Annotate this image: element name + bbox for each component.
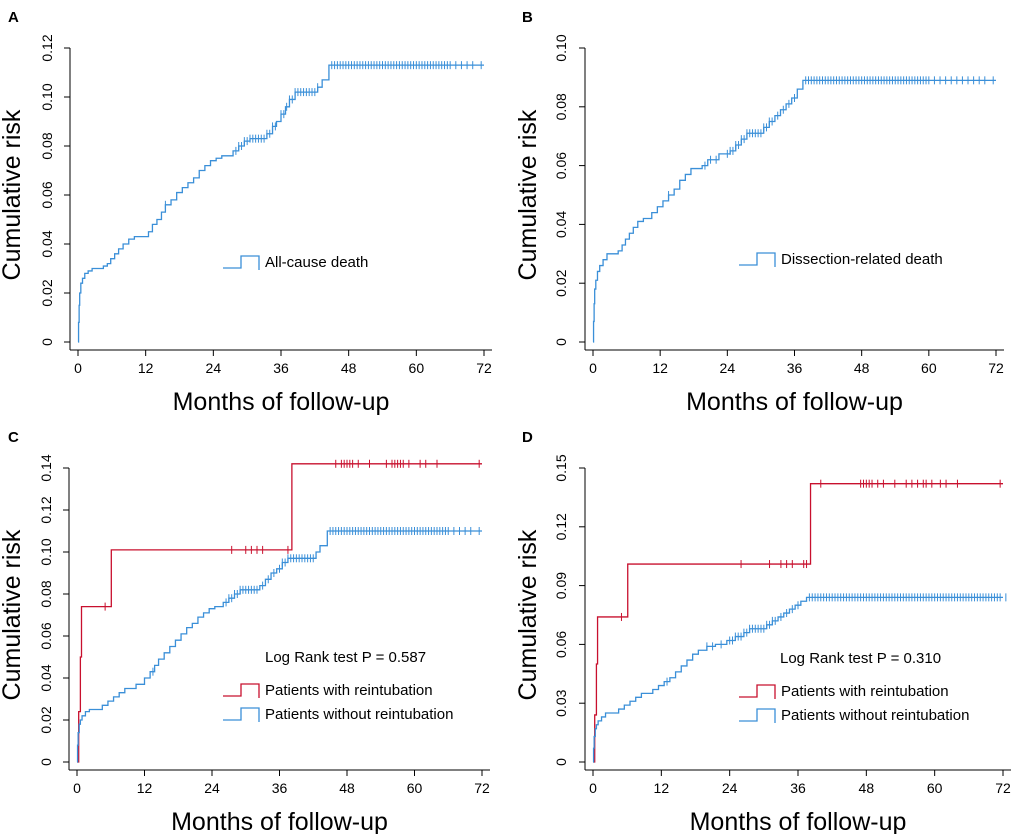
legend-label: Dissection-related death [781,251,943,268]
y-tick-label: 0.08 [38,580,54,607]
y-tick-label: 0.09 [553,572,569,599]
y-axis-title: Cumulative risk [0,109,26,280]
legend-label: Patients with reintubation [781,683,949,700]
legend-swatch-blue [739,252,776,267]
x-axis-title: Months of follow-up [690,808,907,834]
x-tick-label: 48 [859,780,875,796]
x-tick-label: 60 [921,360,937,376]
legend-label: Patients without reintubation [781,707,969,724]
panel-label: C [8,429,19,446]
x-tick-label: 12 [138,360,154,376]
y-tick-label: 0.08 [553,93,569,120]
legend-swatch-red [223,683,260,698]
y-axis-title: Cumulative risk [514,529,542,700]
x-tick-label: 12 [654,780,670,796]
x-tick-label: 24 [720,360,736,376]
legend-label: Patients with reintubation [265,682,433,699]
x-tick-label: 60 [927,780,943,796]
y-tick-label: 0.02 [39,279,55,306]
x-tick-label: 12 [652,360,668,376]
y-tick-label: 0.04 [39,230,55,257]
panel-a: A 0 12 24 36 48 60 72 0 0.02 0.04 0.06 0.08 0.10 0.12 M… [0,9,492,416]
x-tick-label: 12 [137,780,153,796]
km-curve-blue [77,64,484,343]
legend-label: All-cause death [265,254,368,271]
panel-label: B [522,9,533,26]
x-axis-title: Months of follow-up [173,388,390,416]
x-tick-label: 60 [407,780,423,796]
legend-swatch-blue [223,707,260,722]
y-tick-label: 0.12 [38,496,54,523]
legend-swatch-blue [739,708,776,723]
x-tick-label: 60 [409,360,425,376]
x-tick-label: 0 [73,780,81,796]
panel-d: D 0 12 24 36 48 60 72 0 0.03 0.06 0.09 0.12 0.15 Month… [514,429,1011,834]
legend-swatch-red [739,684,776,699]
y-tick-label: 0 [38,758,54,766]
y-tick-label: 0.04 [38,664,54,691]
x-axis-title: Months of follow-up [171,808,388,834]
x-tick-label: 72 [988,360,1004,376]
y-tick-label: 0.06 [553,152,569,179]
y-tick-label: 0 [553,338,569,346]
x-tick-label: 24 [722,780,738,796]
x-tick-label: 48 [341,360,357,376]
x-tick-label: 48 [339,780,355,796]
y-axis-title: Cumulative risk [514,109,542,280]
y-tick-label: 0.08 [39,132,55,159]
panel-c: C 0 12 24 36 48 60 72 0 0.02 0.04 0.06 0.08 0.10 0.12 0… [0,429,490,834]
y-tick-label: 0.12 [39,34,55,61]
y-tick-label: 0 [39,338,55,346]
y-tick-label: 0.04 [553,211,569,238]
x-tick-label: 36 [273,360,289,376]
x-tick-label: 24 [206,360,222,376]
x-tick-label: 72 [476,360,492,376]
x-axis-title: Months of follow-up [686,388,903,416]
y-tick-label: 0.02 [38,706,54,733]
panel-b: B 0 12 24 36 48 60 72 0 0.02 0.04 0.06 0.08 0.10 Month… [514,9,1004,416]
x-tick-label: 72 [995,780,1011,796]
y-tick-label: 0.03 [553,689,569,716]
y-tick-label: 0.10 [38,538,54,565]
y-tick-label: 0.10 [39,83,55,110]
legend-label: Patients without reintubation [265,706,453,723]
km-curve-blue [592,79,996,343]
y-tick-label: 0.15 [553,454,569,481]
km-curve-blue [76,530,482,763]
y-tick-label: 0.02 [553,269,569,296]
x-tick-label: 72 [474,780,490,796]
legend-swatch-blue [223,255,260,270]
y-tick-label: 0.06 [39,181,55,208]
y-tick-label: 0 [553,758,569,766]
y-axis-title: Cumulative risk [0,529,26,700]
y-tick-label: 0.06 [38,622,54,649]
x-tick-label: 0 [589,360,597,376]
y-tick-label: 0.12 [553,513,569,540]
panel-label: A [8,9,19,26]
logrank-annotation: Log Rank test P = 0.587 [265,649,426,666]
x-tick-label: 48 [854,360,870,376]
x-tick-label: 36 [790,780,806,796]
logrank-annotation: Log Rank test P = 0.310 [780,650,941,667]
y-tick-label: 0.10 [553,34,569,61]
x-tick-label: 36 [787,360,803,376]
y-tick-label: 0.06 [553,631,569,658]
km-curve-red [77,463,482,763]
x-tick-label: 0 [74,360,82,376]
km-curve-blue [592,596,1003,763]
x-tick-label: 36 [272,780,288,796]
km-curve-red [593,483,1003,763]
panel-label: D [522,429,533,446]
x-tick-label: 0 [589,780,597,796]
y-tick-label: 0.14 [38,454,54,481]
x-tick-label: 24 [204,780,220,796]
